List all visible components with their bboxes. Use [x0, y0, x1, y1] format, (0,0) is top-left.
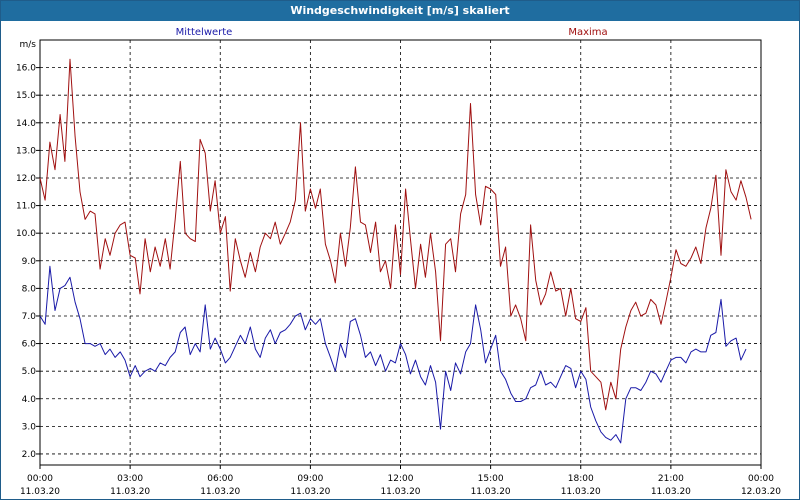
y-axis-label: m/s	[20, 40, 37, 50]
x-tick-time-label: 00:00	[27, 474, 53, 484]
legend-label-maxima: Maxima	[568, 27, 607, 38]
y-tick-label: 3.0	[22, 422, 37, 432]
series-line-mittelwerte	[39, 265, 747, 444]
x-tick-date-label: 11.03.20	[471, 487, 511, 497]
x-tick-time-label: 18:00	[568, 474, 594, 484]
grid	[40, 40, 761, 465]
x-tick-time-label: 21:00	[658, 474, 684, 484]
series	[39, 58, 752, 444]
x-tick-date-label: 12.03.20	[741, 487, 781, 497]
x-tick-date-label: 11.03.20	[561, 487, 601, 497]
y-tick-label: 2.0	[22, 450, 37, 460]
window-title: Windgeschwindigkeit [m/s] skaliert	[1, 1, 799, 21]
y-tick-label: 10.0	[16, 229, 36, 239]
x-tick-date-label: 11.03.20	[380, 487, 420, 497]
y-tick-label: 11.0	[16, 202, 36, 212]
x-tick-time-label: 15:00	[478, 474, 504, 484]
y-tick-label: 16.0	[16, 64, 36, 74]
y-tick-label: 7.0	[22, 312, 37, 322]
x-tick-time-label: 09:00	[297, 474, 323, 484]
x-tick-date-label: 11.03.20	[290, 487, 330, 497]
legend: Mittelwerte Maxima	[176, 27, 608, 38]
x-tick-time-label: 12:00	[388, 474, 414, 484]
y-tick-label: 15.0	[16, 91, 36, 101]
series-line-maxima	[39, 58, 752, 411]
wind-speed-chart: 2.0 3.0 4.0 5.0 6.0 7.0 8.0 9.0 10.0 11.0 12.0 13.0…	[16, 27, 781, 497]
y-tick-label: 14.0	[16, 119, 36, 129]
x-tick-time-label: 06:00	[207, 474, 233, 484]
x-tick-date-label: 11.03.20	[20, 487, 60, 497]
y-tick-label: 13.0	[16, 146, 36, 156]
x-tick-date-label: 11.03.20	[200, 487, 240, 497]
legend-label-mittelwerte: Mittelwerte	[176, 27, 233, 38]
x-tick-date-label: 11.03.20	[110, 487, 150, 497]
x-tick-time-label: 00:00	[748, 474, 774, 484]
x-tick-date-label: 11.03.20	[651, 487, 691, 497]
y-tick-label: 8.0	[22, 284, 37, 294]
y-tick-label: 6.0	[22, 340, 37, 350]
y-tick-label: 4.0	[22, 395, 37, 405]
y-tick-label: 9.0	[22, 257, 37, 267]
x-tick-time-label: 03:00	[117, 474, 143, 484]
axes: 2.0 3.0 4.0 5.0 6.0 7.0 8.0 9.0 10.0 11.0 12.0 13.0…	[16, 39, 781, 497]
y-tick-label: 5.0	[22, 367, 37, 377]
y-tick-label: 12.0	[16, 174, 36, 184]
